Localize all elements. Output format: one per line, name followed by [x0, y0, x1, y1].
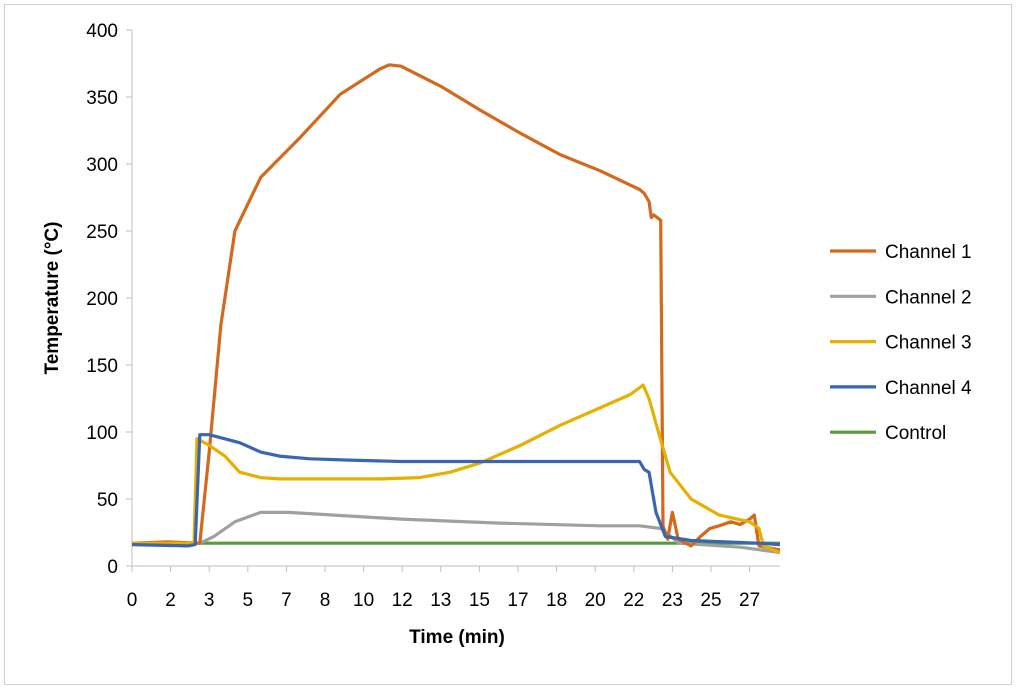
x-tick-label: 25	[700, 590, 721, 611]
x-tick-label: 0	[127, 590, 138, 611]
chart-frame	[4, 4, 1012, 685]
legend: Channel 1 Channel 2 Channel 3 Channel 4 Cont…	[830, 242, 972, 444]
y-tick-label: 150	[86, 356, 118, 377]
x-tick-label: 17	[507, 590, 528, 611]
y-tick-label: 200	[86, 289, 118, 310]
y-tick-label: 250	[86, 222, 118, 243]
x-tick-label: 10	[353, 590, 374, 611]
y-tick-label: 100	[86, 423, 118, 444]
y-tick-label: 300	[86, 155, 118, 176]
x-tick-label: 22	[623, 590, 644, 611]
legend-label: Channel 1	[885, 242, 972, 263]
y-tick-label: 50	[97, 490, 118, 511]
legend-label: Channel 2	[885, 287, 972, 308]
series-line-channel-2	[132, 510, 781, 555]
x-tick-label: 27	[739, 590, 760, 611]
x-tick-label: 5	[243, 590, 254, 611]
x-tick-label: 23	[662, 590, 683, 611]
x-tick-label: 15	[469, 590, 490, 611]
x-tick-label: 13	[430, 590, 451, 611]
series-line-channel-4	[131, 433, 781, 548]
series-line-channel-3	[132, 383, 781, 555]
y-tick-label: 350	[86, 88, 118, 109]
x-tick-label: 2	[165, 590, 176, 611]
x-tick-label: 18	[546, 590, 567, 611]
y-tick-label: 400	[86, 21, 118, 42]
x-tick-label: 12	[392, 590, 413, 611]
x-tick-label: 3	[204, 590, 215, 611]
y-axis-label: Temperature (°C)	[42, 222, 63, 375]
y-tick-label: 0	[107, 557, 118, 578]
legend-label: Channel 4	[885, 378, 972, 399]
legend-label: Control	[885, 423, 946, 444]
x-tick-label: 7	[281, 590, 292, 611]
series-line-channel-1	[131, 63, 781, 552]
x-axis-label: Time (min)	[409, 627, 505, 648]
x-tick-label: 8	[320, 590, 331, 611]
legend-label: Channel 3	[885, 333, 972, 354]
x-tick-label: 20	[585, 590, 606, 611]
